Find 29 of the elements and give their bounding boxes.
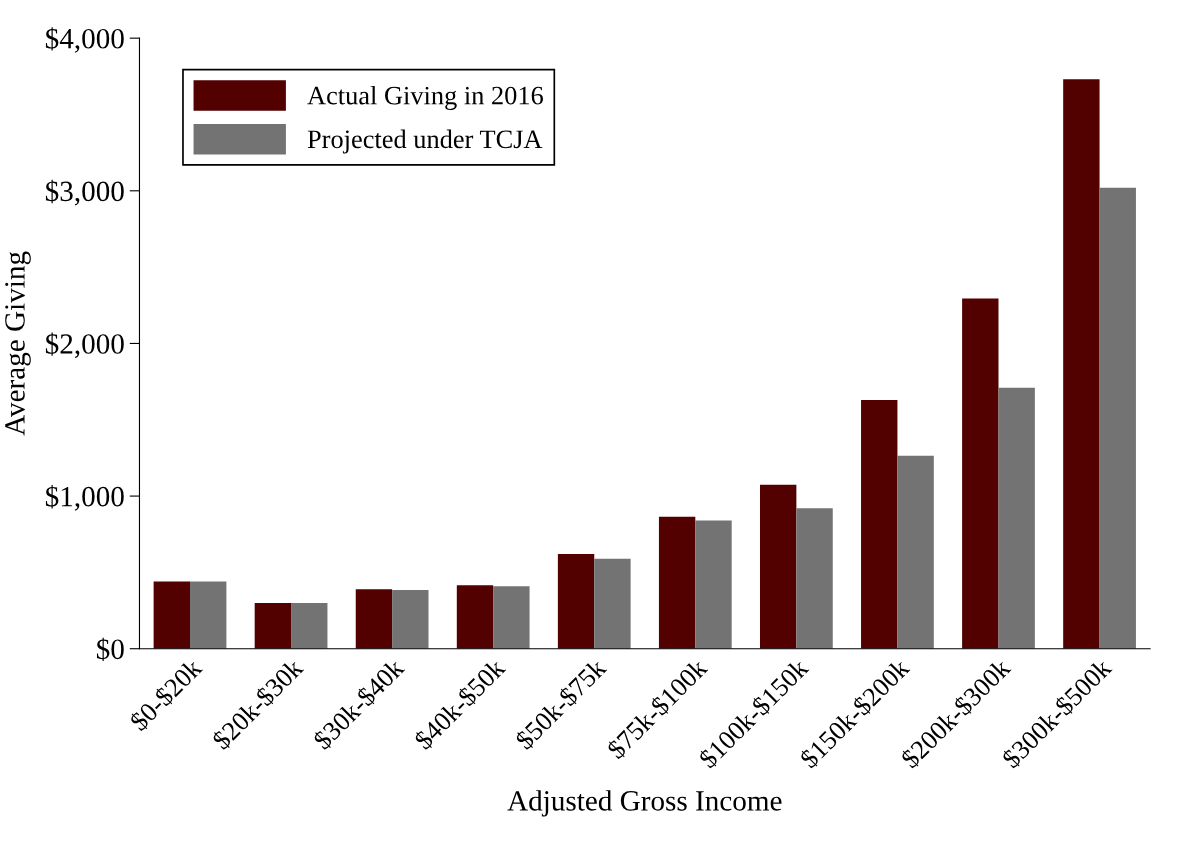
bar: [392, 589, 429, 649]
bar: [594, 558, 631, 649]
bar: [658, 516, 696, 649]
x-axis-title: Adjusted Gross Income: [507, 790, 782, 817]
y-tick-label: $4,000: [45, 27, 124, 53]
bar: [355, 589, 393, 649]
bar: [695, 520, 732, 649]
bar: [962, 298, 999, 649]
bar: [796, 508, 833, 649]
bar: [291, 602, 328, 649]
bar: [493, 586, 530, 649]
bar: [998, 387, 1035, 649]
y-tick-label: $2,000: [45, 332, 124, 359]
bar: [190, 581, 227, 649]
bar: [1063, 79, 1100, 649]
bar: [456, 585, 494, 649]
bar: [861, 399, 898, 649]
y-tick-label: $0: [96, 637, 124, 662]
y-tick-label: $3,000: [45, 179, 124, 206]
bar: [1099, 187, 1136, 649]
bar: [557, 554, 595, 649]
bar: [897, 455, 934, 649]
bar: [254, 602, 292, 649]
bar: [153, 581, 191, 649]
legend-label: Actual Giving in 2016: [307, 85, 543, 110]
bar: [759, 484, 797, 649]
y-tick-label: $1,000: [45, 485, 124, 511]
y-axis-title: Average Giving: [5, 251, 31, 436]
legend-label: Projected under TCJA: [307, 129, 543, 154]
